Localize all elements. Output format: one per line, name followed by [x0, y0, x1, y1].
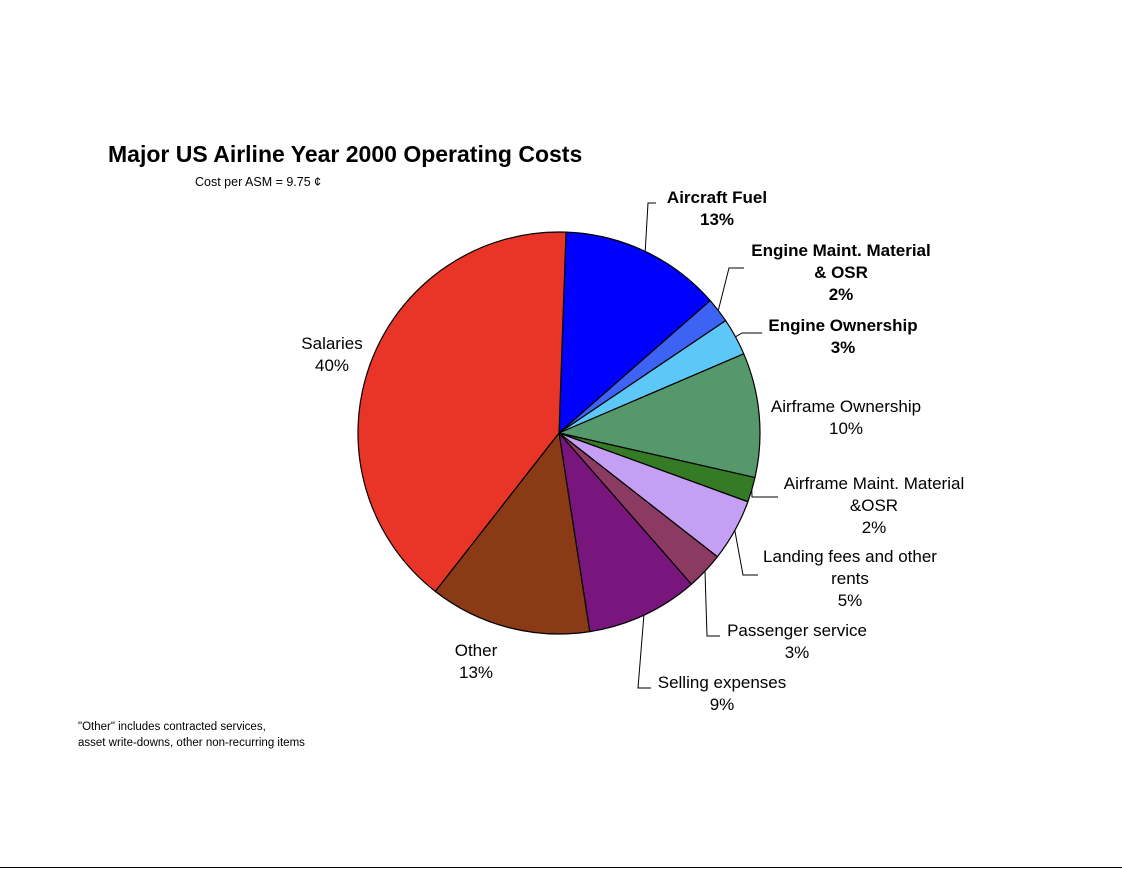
slice-label: Airframe Maint. Material &OSR 2% [784, 474, 964, 537]
slice-label: Other 13% [455, 641, 498, 682]
slice-label-line: Selling expenses [658, 673, 787, 692]
page-bottom-rule [0, 867, 1122, 868]
leader-line [717, 267, 744, 311]
leader-line [704, 571, 720, 637]
slice-label-line: Landing fees and other [763, 547, 937, 566]
slice-percent: 13% [459, 663, 493, 682]
slice-label: Salaries 40% [301, 334, 362, 375]
chart-subtitle: Cost per ASM = 9.75 ¢ [195, 175, 322, 189]
slice-percent: 9% [710, 695, 735, 714]
slice-label-line: Other [455, 641, 498, 660]
slice-label-line: &OSR [850, 496, 898, 515]
slice-percent: 2% [862, 518, 887, 537]
slice-label: Aircraft Fuel 13% [667, 188, 767, 229]
slice-label-line: Engine Maint. Material [751, 241, 930, 260]
slice-percent: 3% [785, 643, 810, 662]
leader-line [751, 489, 778, 498]
slice-label-line: rents [831, 569, 869, 588]
slice-label-line: Engine Ownership [768, 316, 917, 335]
footnote-line: asset write-downs, other non-recurring i… [78, 737, 305, 749]
slice-percent: 5% [838, 591, 863, 610]
slice-label: Engine Maint. Material & OSR 2% [751, 241, 930, 304]
chart-footnote: "Other" includes contracted services, as… [78, 719, 305, 751]
leader-line [644, 202, 656, 252]
slice-percent: 13% [700, 210, 734, 229]
slice-label-line: Airframe Maint. Material [784, 474, 964, 493]
slice-label: Engine Ownership 3% [768, 316, 917, 357]
pie-slice [558, 432, 692, 633]
pie-slice [434, 432, 591, 635]
slice-percent: 40% [315, 356, 349, 375]
chart-title: Major US Airline Year 2000 Operating Cos… [108, 141, 583, 167]
slice-label-line: Salaries [301, 334, 362, 353]
slice-percent: 2% [829, 285, 854, 304]
slice-label-line: Airframe Ownership [771, 397, 921, 416]
slice-percent: 10% [829, 419, 863, 438]
leader-line [637, 615, 651, 689]
slice-label-line: Aircraft Fuel [667, 188, 767, 207]
pie-slice [357, 231, 567, 592]
slice-label-line: Passenger service [727, 621, 867, 640]
slice-label-line: & OSR [814, 263, 868, 282]
leader-line [735, 332, 762, 338]
slice-label: Landing fees and other rents 5% [763, 547, 937, 610]
slice-label: Passenger service 3% [727, 621, 867, 662]
leader-line [734, 530, 758, 576]
pie-slice [558, 353, 761, 479]
footnote-line: "Other" includes contracted services, [78, 721, 266, 733]
slice-percent: 3% [831, 338, 856, 357]
slice-label: Airframe Ownership 10% [771, 397, 921, 438]
slice-label: Selling expenses 9% [658, 673, 787, 714]
pie-slice [558, 231, 711, 434]
